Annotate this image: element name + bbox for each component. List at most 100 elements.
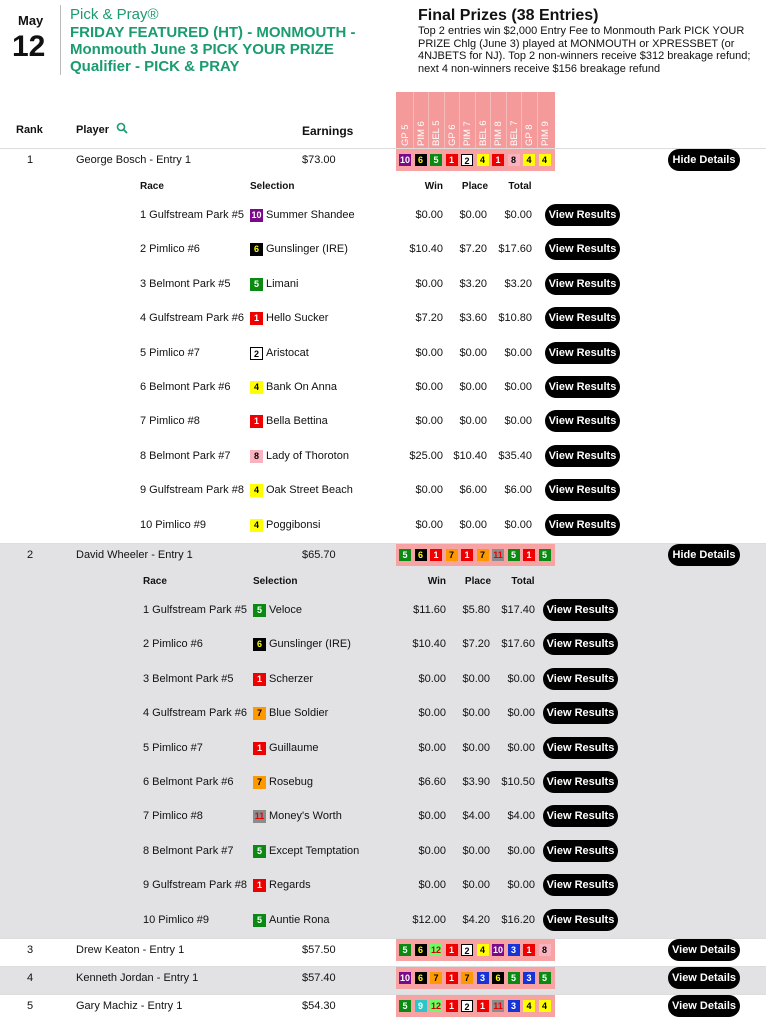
total-payout: $3.20 — [504, 277, 532, 290]
detail-header: Race — [140, 181, 164, 192]
win-payout: $0.00 — [418, 707, 446, 720]
pick-number: 2 — [461, 154, 473, 166]
selection-number: 5 — [250, 277, 263, 291]
selection-number: 1 — [253, 879, 266, 893]
horse-name: Summer Shandee — [266, 209, 355, 221]
total-payout: $0.00 — [507, 879, 535, 892]
total-payout: $0.00 — [504, 415, 532, 428]
total-payout: $10.80 — [498, 312, 532, 325]
race-header-sep — [443, 92, 445, 150]
selection-number: 7 — [253, 707, 266, 721]
place-payout: $0.00 — [459, 209, 487, 221]
race-name: 3 Belmont Park #5 — [143, 672, 234, 685]
details-button[interactable]: View Details — [668, 939, 740, 961]
view-results-button[interactable]: View Results — [545, 204, 620, 226]
pick-number: 12 — [430, 1000, 442, 1012]
pick-number: 4 — [538, 154, 551, 166]
race-header-sep — [474, 92, 476, 150]
place-payout: $0.00 — [459, 381, 487, 393]
win-payout: $0.00 — [415, 484, 443, 497]
total-payout: $35.40 — [498, 449, 532, 462]
race-name: 1 Gulfstream Park #5 — [140, 209, 244, 221]
earnings: $54.30 — [302, 1000, 336, 1012]
rank: 1 — [26, 154, 34, 166]
selection-number: 1 — [250, 415, 263, 429]
win-payout: $0.00 — [415, 518, 443, 531]
win-payout: $6.60 — [418, 776, 446, 788]
pick-number: 1 — [445, 154, 458, 166]
view-results-button[interactable]: View Results — [543, 874, 618, 897]
details-button[interactable]: View Details — [668, 995, 740, 1017]
pick-number: 4 — [523, 1000, 535, 1012]
win-payout: $0.00 — [418, 672, 446, 685]
view-results-button[interactable]: View Results — [543, 702, 618, 725]
rank: 2 — [26, 549, 34, 561]
total-payout: $0.00 — [504, 381, 532, 393]
earnings: $65.70 — [302, 549, 336, 561]
pick-number: 1 — [445, 972, 458, 984]
place-payout: $0.00 — [459, 518, 487, 531]
horse-name: Auntie Rona — [269, 913, 330, 926]
horse-name: Bella Bettina — [266, 415, 328, 428]
selection-number: 7 — [253, 776, 266, 789]
total-payout: $16.20 — [501, 913, 535, 926]
pick-number: 1 — [430, 549, 442, 561]
view-results-button[interactable]: View Results — [543, 599, 618, 621]
place-payout: $3.90 — [462, 776, 490, 788]
race-name: 10 Pimlico #9 — [143, 913, 210, 926]
place-payout: $0.00 — [459, 415, 487, 428]
horse-name: Bank On Anna — [266, 381, 337, 393]
view-results-button[interactable]: View Results — [545, 479, 620, 502]
place-payout: $6.00 — [459, 484, 487, 497]
rank: 4 — [26, 972, 34, 984]
place-payout: $7.20 — [459, 243, 487, 256]
view-results-button[interactable]: View Results — [545, 341, 620, 364]
player-header: Player — [76, 124, 110, 136]
rank-header: Rank — [16, 124, 43, 136]
details-button[interactable]: Hide Details — [668, 149, 740, 171]
selection-number: 4 — [250, 518, 263, 532]
win-payout: $7.20 — [415, 312, 443, 325]
pick-number: 10 — [492, 944, 504, 956]
pick-number: 6 — [414, 944, 427, 956]
view-results-button[interactable]: View Results — [545, 513, 620, 536]
race-name: 9 Gulfstream Park #8 — [140, 484, 244, 497]
pick-number: 4 — [476, 154, 489, 166]
view-results-button[interactable]: View Results — [545, 376, 620, 398]
earnings: $57.50 — [302, 944, 336, 956]
view-results-button[interactable]: View Results — [543, 839, 618, 862]
view-results-button[interactable]: View Results — [543, 633, 618, 656]
race-header-sep — [536, 92, 538, 150]
view-results-button[interactable]: View Results — [545, 307, 620, 330]
total-payout: $0.00 — [507, 844, 535, 857]
pick-number: 5 — [507, 549, 520, 561]
details-button[interactable]: Hide Details — [668, 544, 740, 566]
pick-number: 6 — [492, 972, 504, 984]
view-results-button[interactable]: View Results — [543, 908, 618, 931]
view-results-button[interactable]: View Results — [545, 410, 620, 433]
race-name: 7 Pimlico #8 — [140, 415, 200, 428]
pick-number: 3 — [476, 972, 489, 984]
view-results-button[interactable]: View Results — [543, 667, 618, 690]
view-results-button[interactable]: View Results — [543, 805, 618, 828]
view-results-button[interactable]: View Results — [543, 736, 618, 759]
place-payout: $4.00 — [462, 810, 490, 823]
detail-header: Total — [511, 576, 535, 587]
view-results-button[interactable]: View Results — [545, 238, 620, 261]
race-header-block — [396, 92, 555, 150]
total-payout: $6.00 — [504, 484, 532, 497]
total-payout: $10.50 — [501, 776, 535, 788]
day: 12 — [12, 30, 46, 63]
detail-header: Selection — [250, 181, 295, 192]
race-name: 2 Pimlico #6 — [140, 243, 200, 256]
view-results-button[interactable]: View Results — [543, 771, 618, 793]
view-results-button[interactable]: View Results — [545, 272, 620, 295]
search-icon[interactable] — [116, 122, 128, 134]
win-payout: $25.00 — [409, 449, 443, 462]
view-results-button[interactable]: View Results — [545, 444, 620, 467]
pick-number: 1 — [445, 944, 458, 956]
race-name: 7 Pimlico #8 — [143, 810, 203, 823]
details-button[interactable]: View Details — [668, 967, 740, 989]
pick-number: 10 — [399, 154, 411, 166]
place-payout: $10.40 — [453, 449, 487, 462]
